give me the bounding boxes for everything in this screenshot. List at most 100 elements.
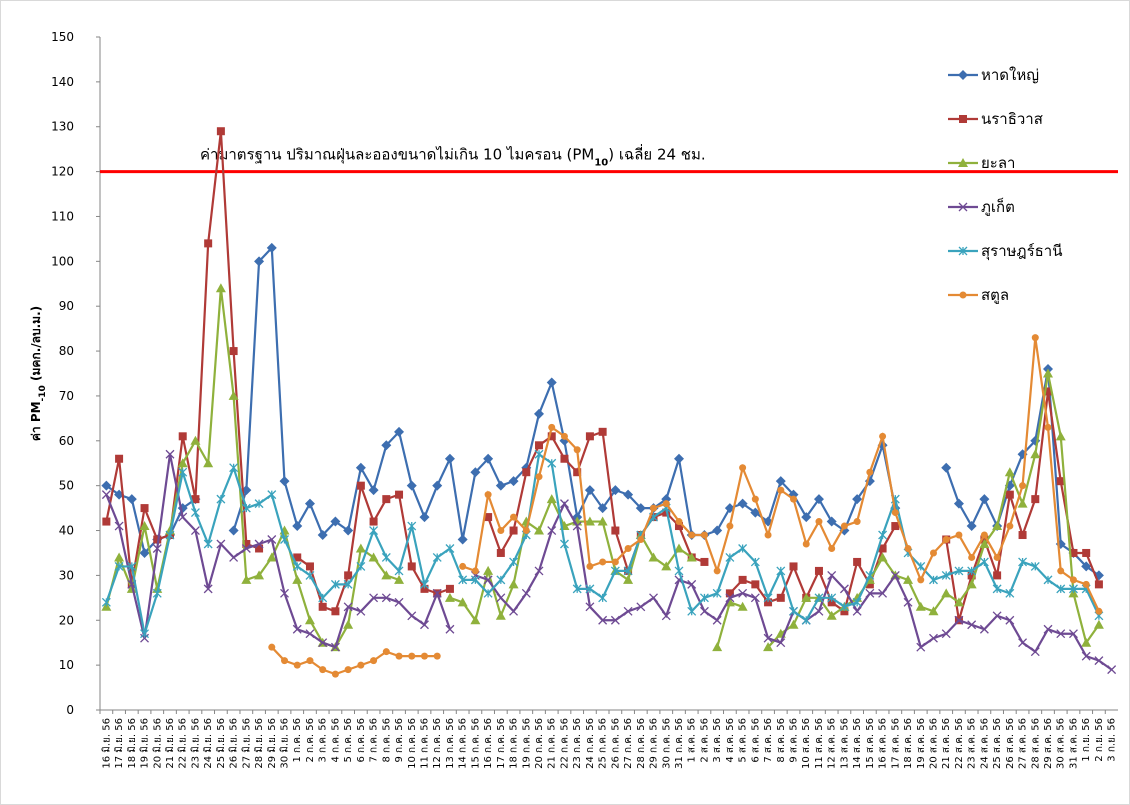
- point: [203, 539, 213, 549]
- point: [635, 503, 646, 514]
- y-tick-label: 90: [59, 299, 74, 313]
- y-tick-label: 70: [59, 389, 74, 403]
- point: [815, 518, 823, 526]
- point: [763, 633, 773, 643]
- x-tick-label: 9 ส.ค. 56: [789, 718, 800, 763]
- point: [611, 558, 619, 566]
- x-tick-label: 11 ส.ค. 56: [814, 718, 825, 769]
- point: [877, 552, 888, 562]
- point: [929, 633, 938, 643]
- point: [229, 552, 239, 562]
- point: [102, 517, 111, 526]
- point: [890, 570, 900, 580]
- point: [827, 570, 837, 580]
- point: [941, 629, 951, 639]
- x-tick-label: 22 ก.ค. 56: [559, 718, 570, 769]
- point: [750, 507, 761, 518]
- point: [661, 561, 672, 571]
- point: [725, 552, 735, 562]
- point: [420, 620, 429, 630]
- point: [228, 390, 239, 400]
- point: [777, 486, 785, 494]
- point: [1056, 629, 1066, 639]
- x-tick-label: 19 ก.ค. 56: [521, 718, 532, 769]
- point: [814, 593, 824, 603]
- point: [548, 423, 556, 431]
- point: [827, 593, 837, 603]
- point: [814, 606, 824, 616]
- point: [1043, 368, 1054, 378]
- point: [268, 643, 276, 651]
- point: [279, 476, 290, 487]
- x-tick-label: 30 ก.ค. 56: [661, 718, 672, 769]
- x-tick-label: 26 ก.ค. 56: [610, 718, 621, 769]
- x-tick-label: 5 ก.ค. 56: [343, 718, 354, 763]
- point: [776, 593, 785, 602]
- y-tick-label: 20: [59, 613, 74, 627]
- point: [941, 570, 951, 580]
- legend-marker: [959, 291, 967, 299]
- x-tick-label: 21 มิ.ย. 56: [165, 718, 176, 769]
- point: [726, 522, 734, 530]
- point: [495, 480, 506, 491]
- point: [979, 494, 990, 505]
- point: [318, 638, 328, 648]
- point: [215, 283, 226, 293]
- point: [394, 426, 405, 437]
- point: [178, 512, 188, 522]
- point: [305, 629, 315, 639]
- point: [1095, 607, 1103, 615]
- y-tick-label: 30: [59, 568, 74, 582]
- point: [992, 611, 1002, 621]
- point: [865, 588, 875, 598]
- point: [1093, 619, 1104, 629]
- point: [547, 458, 557, 468]
- point: [699, 606, 709, 616]
- point: [331, 670, 339, 678]
- point: [267, 490, 277, 500]
- y-tick-label: 150: [51, 30, 74, 44]
- point: [534, 525, 545, 535]
- point: [764, 598, 773, 607]
- point: [878, 530, 888, 540]
- x-tick-label: 3 ส.ค. 56: [712, 718, 723, 763]
- point: [445, 624, 455, 634]
- point: [203, 458, 214, 468]
- point: [992, 584, 1002, 594]
- x-tick-label: 9 ก.ค. 56: [394, 718, 405, 763]
- point: [343, 579, 353, 589]
- point: [584, 485, 595, 496]
- point: [598, 427, 607, 436]
- point: [1069, 584, 1078, 594]
- point: [673, 543, 684, 553]
- y-axis-label: ค่า PM-10 (มคก./ลบ.ม.): [29, 306, 48, 441]
- point: [763, 642, 774, 652]
- x-tick-label: 20 ส.ค. 56: [928, 718, 939, 769]
- point: [521, 588, 531, 598]
- point: [1005, 588, 1015, 598]
- x-tick-label: 13 ส.ค. 56: [839, 718, 850, 769]
- point: [826, 516, 837, 527]
- point: [712, 615, 722, 625]
- point: [979, 538, 990, 548]
- point: [623, 606, 633, 616]
- point: [891, 522, 900, 531]
- point: [826, 610, 837, 620]
- point: [483, 453, 494, 464]
- point: [650, 504, 658, 512]
- point: [241, 503, 251, 513]
- point: [356, 561, 366, 571]
- point: [496, 593, 506, 603]
- point: [394, 574, 405, 584]
- point: [966, 579, 977, 589]
- point: [381, 593, 391, 603]
- point: [395, 490, 404, 499]
- point: [508, 579, 519, 589]
- legend-label: หาดใหญ่: [981, 66, 1039, 84]
- point: [941, 462, 952, 473]
- point: [688, 531, 696, 539]
- point: [254, 570, 265, 580]
- x-tick-label: 6 ก.ค. 56: [356, 718, 367, 763]
- point: [444, 592, 455, 602]
